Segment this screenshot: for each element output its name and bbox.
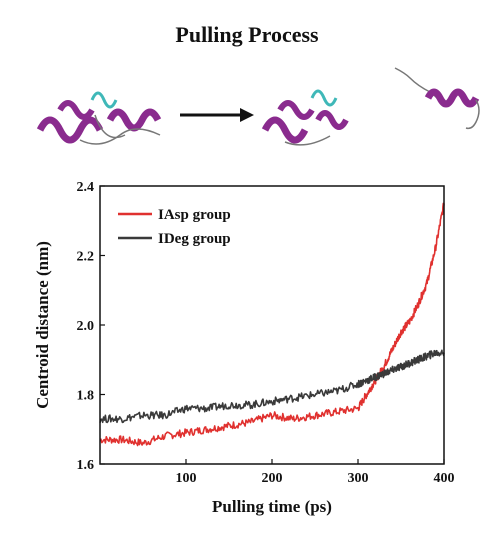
y-tick-label: 1.8 — [77, 389, 95, 404]
unfolded-protein-image — [394, 67, 480, 130]
legend-label-ideg: IDeg group — [158, 231, 231, 247]
legend-label-iasp: IAsp group — [158, 207, 231, 223]
arrow-icon — [180, 108, 254, 122]
x-axis-label: Pulling time (ps) — [212, 497, 332, 516]
series-lines — [99, 202, 445, 447]
x-tick-label: 200 — [262, 471, 283, 486]
y-tick-label: 2.0 — [77, 319, 95, 334]
pulling-process-illustration — [36, 67, 480, 146]
chart-title: Pulling Process — [175, 22, 319, 47]
y-tick-label: 2.4 — [77, 180, 95, 195]
x-tick-label: 100 — [176, 471, 197, 486]
y-tick-label: 1.6 — [77, 458, 95, 473]
series-line-ideg — [99, 349, 445, 424]
legend: IAsp group IDeg group — [118, 207, 231, 247]
plot-frame — [99, 185, 445, 465]
intermediate-protein-image — [261, 89, 349, 146]
y-tick-label: 2.2 — [77, 250, 95, 265]
centroid-distance-chart: 100 200 300 400 1.6 1.8 2.0 2.2 2.4 IAsp group I… — [33, 180, 455, 516]
x-tick-label: 400 — [434, 471, 455, 486]
series-line-iasp — [99, 202, 445, 447]
axis-ticks: 100 200 300 400 1.6 1.8 2.0 2.2 2.4 — [77, 180, 455, 486]
y-axis-label: Centroid distance (nm) — [33, 241, 52, 409]
x-tick-label: 300 — [348, 471, 369, 486]
folded-protein-image — [36, 91, 162, 145]
